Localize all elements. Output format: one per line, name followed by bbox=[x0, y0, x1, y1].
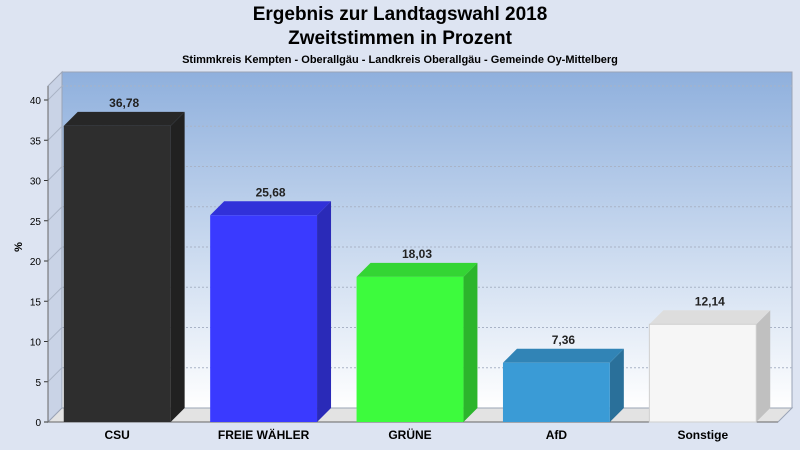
gridline-diagonal bbox=[47, 166, 63, 181]
bar-front bbox=[356, 276, 464, 422]
bar-side bbox=[609, 348, 624, 422]
bars bbox=[63, 111, 771, 423]
bar-front bbox=[210, 215, 318, 422]
chart-location: Stimmkreis Kempten - Oberallgäu - Landkr… bbox=[182, 54, 618, 66]
x-tick-label: Sonstige bbox=[677, 428, 728, 442]
data-label: 12,14 bbox=[695, 294, 725, 308]
bar-front bbox=[502, 362, 610, 422]
y-axis-label: % bbox=[13, 242, 25, 252]
bar-top bbox=[63, 111, 185, 126]
bar-side bbox=[317, 201, 332, 422]
y-tick-label: 25 bbox=[30, 217, 42, 228]
gridline-diagonal bbox=[47, 125, 63, 141]
y-tick-label: 5 bbox=[35, 378, 41, 389]
bar-top bbox=[210, 201, 332, 216]
y-tick-label: 35 bbox=[30, 136, 42, 147]
x-tick-label: CSU bbox=[105, 428, 130, 442]
data-label: 7,36 bbox=[552, 333, 576, 347]
chart-title: Ergebnis zur Landtagswahl 2018 bbox=[252, 4, 548, 25]
y-tick-label: 20 bbox=[30, 257, 42, 268]
x-tick-label: AfD bbox=[546, 428, 568, 442]
x-tick-label: FREIE WÄHLER bbox=[218, 427, 310, 442]
bar-side bbox=[170, 111, 185, 423]
bar-front bbox=[648, 323, 757, 423]
y-tick-label: 15 bbox=[30, 297, 42, 308]
x-tick-label: GRÜNE bbox=[388, 427, 431, 442]
bar-side bbox=[756, 310, 771, 422]
bar-top bbox=[356, 262, 478, 277]
gridline-diagonal bbox=[47, 327, 63, 342]
bar bbox=[502, 348, 624, 422]
bar-side bbox=[463, 262, 478, 422]
bar-front bbox=[63, 125, 171, 423]
chart-subtitle: Zweitstimmen in Prozent bbox=[288, 28, 512, 49]
data-label: 18,03 bbox=[402, 247, 432, 261]
bar-top bbox=[502, 348, 624, 363]
gridline-diagonal bbox=[47, 85, 63, 101]
bar-top bbox=[649, 310, 771, 325]
y-tick-label: 40 bbox=[30, 96, 42, 107]
labels: 36,78 CSU 25,68 FREIE WÄHLER 18,03 GRÜNE 7,36 A… bbox=[105, 96, 729, 442]
bar bbox=[210, 201, 332, 422]
y-tick-label: 30 bbox=[30, 177, 42, 188]
y-tick-label: 10 bbox=[30, 338, 42, 349]
data-label: 36,78 bbox=[109, 96, 139, 110]
bar bbox=[648, 310, 771, 423]
gridline-diagonal bbox=[47, 286, 63, 302]
bar bbox=[63, 111, 185, 423]
y-tick-label: 0 bbox=[35, 418, 41, 429]
gridline-diagonal bbox=[47, 206, 63, 222]
data-label: 25,68 bbox=[256, 185, 286, 199]
gridline-diagonal bbox=[47, 367, 63, 383]
gridline-diagonal bbox=[47, 246, 63, 262]
bar bbox=[356, 262, 478, 422]
